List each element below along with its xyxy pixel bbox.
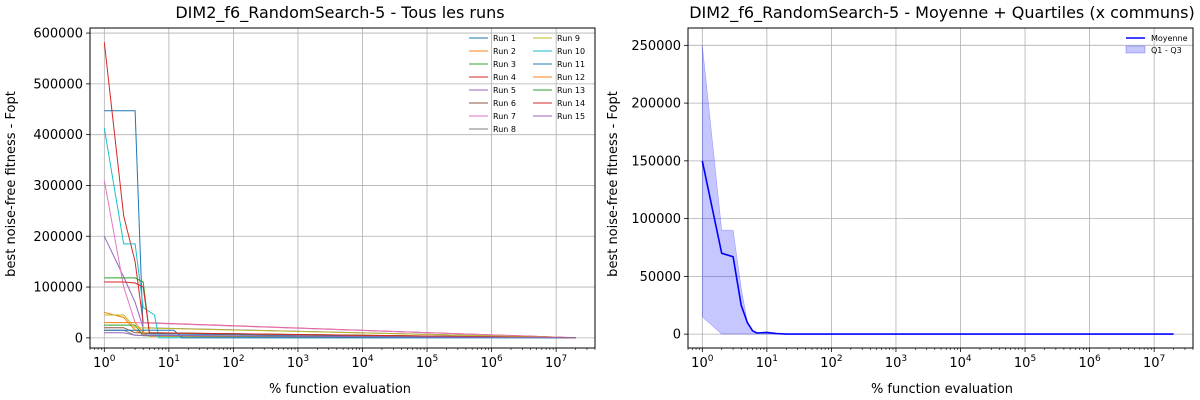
legend-label: Run 15 [557,112,585,121]
y-axis-label: best noise-free fitness - Fopt [606,91,621,277]
y-axis-ticks: 0 50000 100000 150000 200000 250000 [631,39,688,343]
y-tick-label: 50000 [640,270,681,285]
legend-label: Run 5 [493,86,516,95]
legend-label: Run 1 [493,34,516,43]
y-axis-label: best noise-free fitness - Fopt [4,91,19,277]
legend-label: Run 8 [493,125,516,134]
x-tick-label: 100 [691,354,714,371]
y-axis-ticks: 0 100000 200000 300000 400000 500000 600000 [33,27,90,346]
series-layer [701,160,1174,335]
legend-label: Run 9 [557,34,580,43]
y-tick-label: 0 [75,331,83,346]
x-axis-label: % function evaluation [269,382,411,397]
x-tick-label: 106 [480,354,503,371]
series-layer [103,42,576,339]
grid [90,28,595,348]
quartile-band [701,45,1174,335]
legend-label: Run 10 [557,47,585,56]
x-tick-label: 102 [222,354,244,371]
series-line-14 [104,281,576,339]
x-tick-label: 104 [949,354,972,371]
x-axis-label: % function evaluation [871,382,1013,397]
plot-frame [687,27,1194,349]
x-tick-label: 100 [93,354,116,371]
x-tick-label: 107 [545,354,567,371]
series-line-9 [104,314,576,339]
y-tick-label: 0 [673,328,681,343]
x-axis-ticks: 100 101 102 103 104 105 106 107 [89,348,596,371]
series-line-10 [103,128,576,339]
legend-label: Run 3 [493,60,516,69]
legend-label: Run 2 [493,47,516,56]
y-tick-label: 200000 [33,230,83,245]
x-tick-label: 105 [1014,354,1036,371]
grid [688,28,1193,348]
plot-frame [89,27,596,349]
x-axis-ticks: 100 101 102 103 104 105 106 107 [687,348,1194,371]
x-tick-label: 107 [1143,354,1165,371]
series-line-1 [104,110,576,339]
chart-mean-quartiles: DIM2_f6_RandomSearch-5 - Moyenne + Quart… [606,3,1195,397]
legend-label: Moyenne [1151,34,1188,43]
series-line-1 [701,160,1174,335]
legend: Moyenne Q1 - Q3 [1125,34,1188,55]
legend-swatch [1125,45,1146,54]
x-tick-label: 101 [756,354,778,371]
legend-label: Q1 - Q3 [1151,46,1182,55]
chart-all-runs: DIM2_f6_RandomSearch-5 - Tous les runs 1… [4,3,596,397]
legend: Run 1 Run 2 Run 3 Run 4 Run 5 Run 6 Run 7 Run 8… [469,34,585,134]
legend-label: Run 14 [557,99,585,108]
y-tick-label: 100000 [631,212,681,227]
series-line-11 [104,329,576,339]
x-tick-label: 105 [416,354,438,371]
y-tick-label: 150000 [631,154,681,169]
legend-label: Run 4 [493,73,516,82]
x-tick-label: 102 [820,354,842,371]
legend-label: Run 12 [557,73,585,82]
y-tick-label: 400000 [33,128,83,143]
series-line-15 [104,332,576,339]
legend-label: Run 6 [493,99,516,108]
series-line-7 [103,180,576,339]
band-layer [701,45,1174,335]
x-tick-label: 103 [885,354,907,371]
legend-label: Run 7 [493,112,516,121]
x-tick-label: 104 [351,354,374,371]
y-tick-label: 600000 [33,27,83,42]
y-tick-label: 250000 [631,39,681,54]
legend-label: Run 11 [557,60,585,69]
x-tick-label: 106 [1078,354,1101,371]
legend-label: Run 13 [557,86,585,95]
x-tick-label: 101 [158,354,180,371]
chart-title: DIM2_f6_RandomSearch-5 - Moyenne + Quart… [689,3,1195,23]
y-tick-label: 100000 [33,281,83,296]
x-tick-label: 103 [287,354,309,371]
y-tick-label: 300000 [33,179,83,194]
y-tick-label: 200000 [631,97,681,112]
chart-title: DIM2_f6_RandomSearch-5 - Tous les runs [175,3,504,23]
y-tick-label: 500000 [33,77,83,92]
